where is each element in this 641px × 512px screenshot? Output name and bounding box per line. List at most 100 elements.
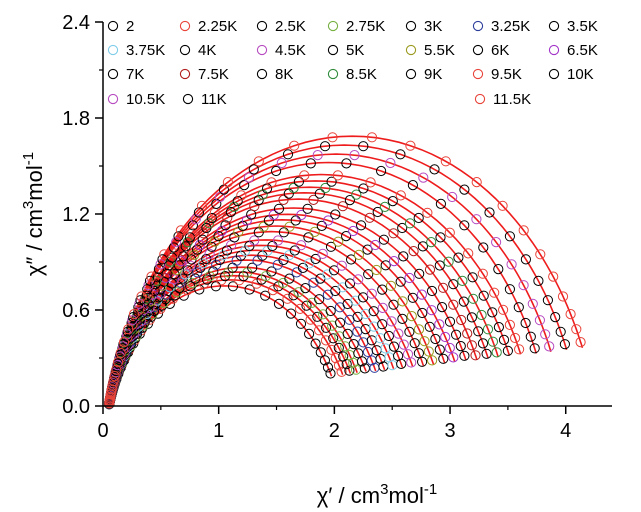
- data-point: [325, 368, 336, 379]
- data-point: [267, 240, 278, 252]
- data-point: [333, 360, 345, 371]
- data-point: [237, 220, 248, 231]
- data-point: [453, 252, 464, 263]
- data-point: [185, 281, 196, 292]
- data-point: [377, 302, 388, 313]
- data-point: [364, 212, 375, 223]
- data-point: [273, 298, 285, 309]
- legend-marker: [548, 44, 560, 56]
- data-point: [323, 215, 334, 226]
- data-point: [222, 177, 233, 188]
- legend-label: 7.5K: [198, 66, 229, 83]
- data-point: [173, 231, 184, 242]
- data-point: [295, 318, 307, 329]
- data-point: [220, 220, 231, 231]
- data-point: [238, 271, 249, 282]
- data-point: [527, 298, 538, 309]
- data-point: [268, 209, 279, 221]
- data-point: [504, 231, 515, 242]
- data-point: [232, 196, 243, 207]
- legend-label: 3.75K: [126, 42, 165, 59]
- data-point: [366, 288, 377, 299]
- data-point: [423, 346, 434, 357]
- legend-label: 2: [126, 18, 134, 35]
- data-point: [296, 209, 307, 221]
- legend-marker: [256, 20, 268, 32]
- data-point: [462, 328, 473, 339]
- data-point: [363, 269, 374, 280]
- data-point: [358, 141, 369, 152]
- data-point: [225, 206, 236, 218]
- data-point: [383, 330, 394, 342]
- data-point: [395, 149, 406, 160]
- x-tick-label: 4: [560, 420, 571, 442]
- data-point: [575, 337, 586, 348]
- data-point: [206, 241, 217, 252]
- data-point: [520, 254, 532, 265]
- fit-curve-4K: [108, 244, 404, 406]
- data-point: [248, 164, 259, 175]
- data-point: [282, 149, 294, 160]
- data-point: [398, 339, 409, 350]
- data-point: [109, 371, 120, 382]
- data-point: [142, 287, 153, 298]
- data-point: [253, 156, 264, 167]
- data-point: [312, 311, 323, 322]
- data-point: [493, 264, 504, 275]
- data-point: [470, 350, 481, 361]
- data-point: [498, 304, 509, 315]
- data-point: [444, 227, 455, 238]
- data-point: [171, 237, 182, 248]
- data-point: [253, 195, 264, 206]
- data-point: [229, 201, 240, 212]
- data-point: [206, 212, 217, 224]
- data-point: [327, 132, 338, 143]
- data-point: [244, 284, 255, 295]
- data-points: [104, 132, 586, 410]
- data-point: [258, 221, 269, 232]
- data-point: [336, 366, 347, 377]
- data-point: [162, 268, 173, 279]
- legend-marker: [182, 93, 194, 105]
- data-point: [236, 190, 247, 201]
- x-tick-label: 0: [97, 420, 108, 442]
- y-tick-label: 0.6: [62, 300, 90, 322]
- data-point: [278, 227, 289, 238]
- data-point: [108, 376, 119, 387]
- data-point: [438, 282, 449, 293]
- data-point: [189, 249, 200, 260]
- data-point: [419, 336, 430, 347]
- data-point: [451, 329, 462, 340]
- data-point: [404, 326, 415, 337]
- data-point: [509, 332, 521, 344]
- data-point: [548, 271, 559, 282]
- data-point: [471, 214, 482, 225]
- legend-label: 9.5K: [491, 66, 522, 83]
- data-point: [540, 329, 551, 340]
- data-point: [481, 348, 492, 359]
- data-point: [559, 339, 571, 350]
- data-point: [459, 184, 470, 195]
- y-tick-label: 1.2: [62, 204, 90, 226]
- data-point: [353, 348, 364, 359]
- data-point: [293, 176, 304, 187]
- data-point: [301, 300, 312, 311]
- data-point: [204, 248, 215, 259]
- data-point: [305, 158, 316, 169]
- data-point: [201, 274, 213, 285]
- data-point: [308, 194, 319, 205]
- data-point: [249, 235, 260, 246]
- data-point: [272, 235, 284, 246]
- data-point: [342, 328, 353, 339]
- data-point: [487, 336, 498, 347]
- data-point: [533, 275, 544, 286]
- data-point: [213, 231, 224, 242]
- legend-marker: [327, 20, 339, 32]
- data-point: [426, 305, 437, 316]
- legend-marker: [107, 44, 119, 56]
- data-point: [502, 345, 513, 356]
- legend-label: 3.25K: [491, 18, 530, 35]
- data-point: [319, 355, 330, 366]
- data-point: [443, 256, 454, 267]
- data-point: [210, 281, 221, 292]
